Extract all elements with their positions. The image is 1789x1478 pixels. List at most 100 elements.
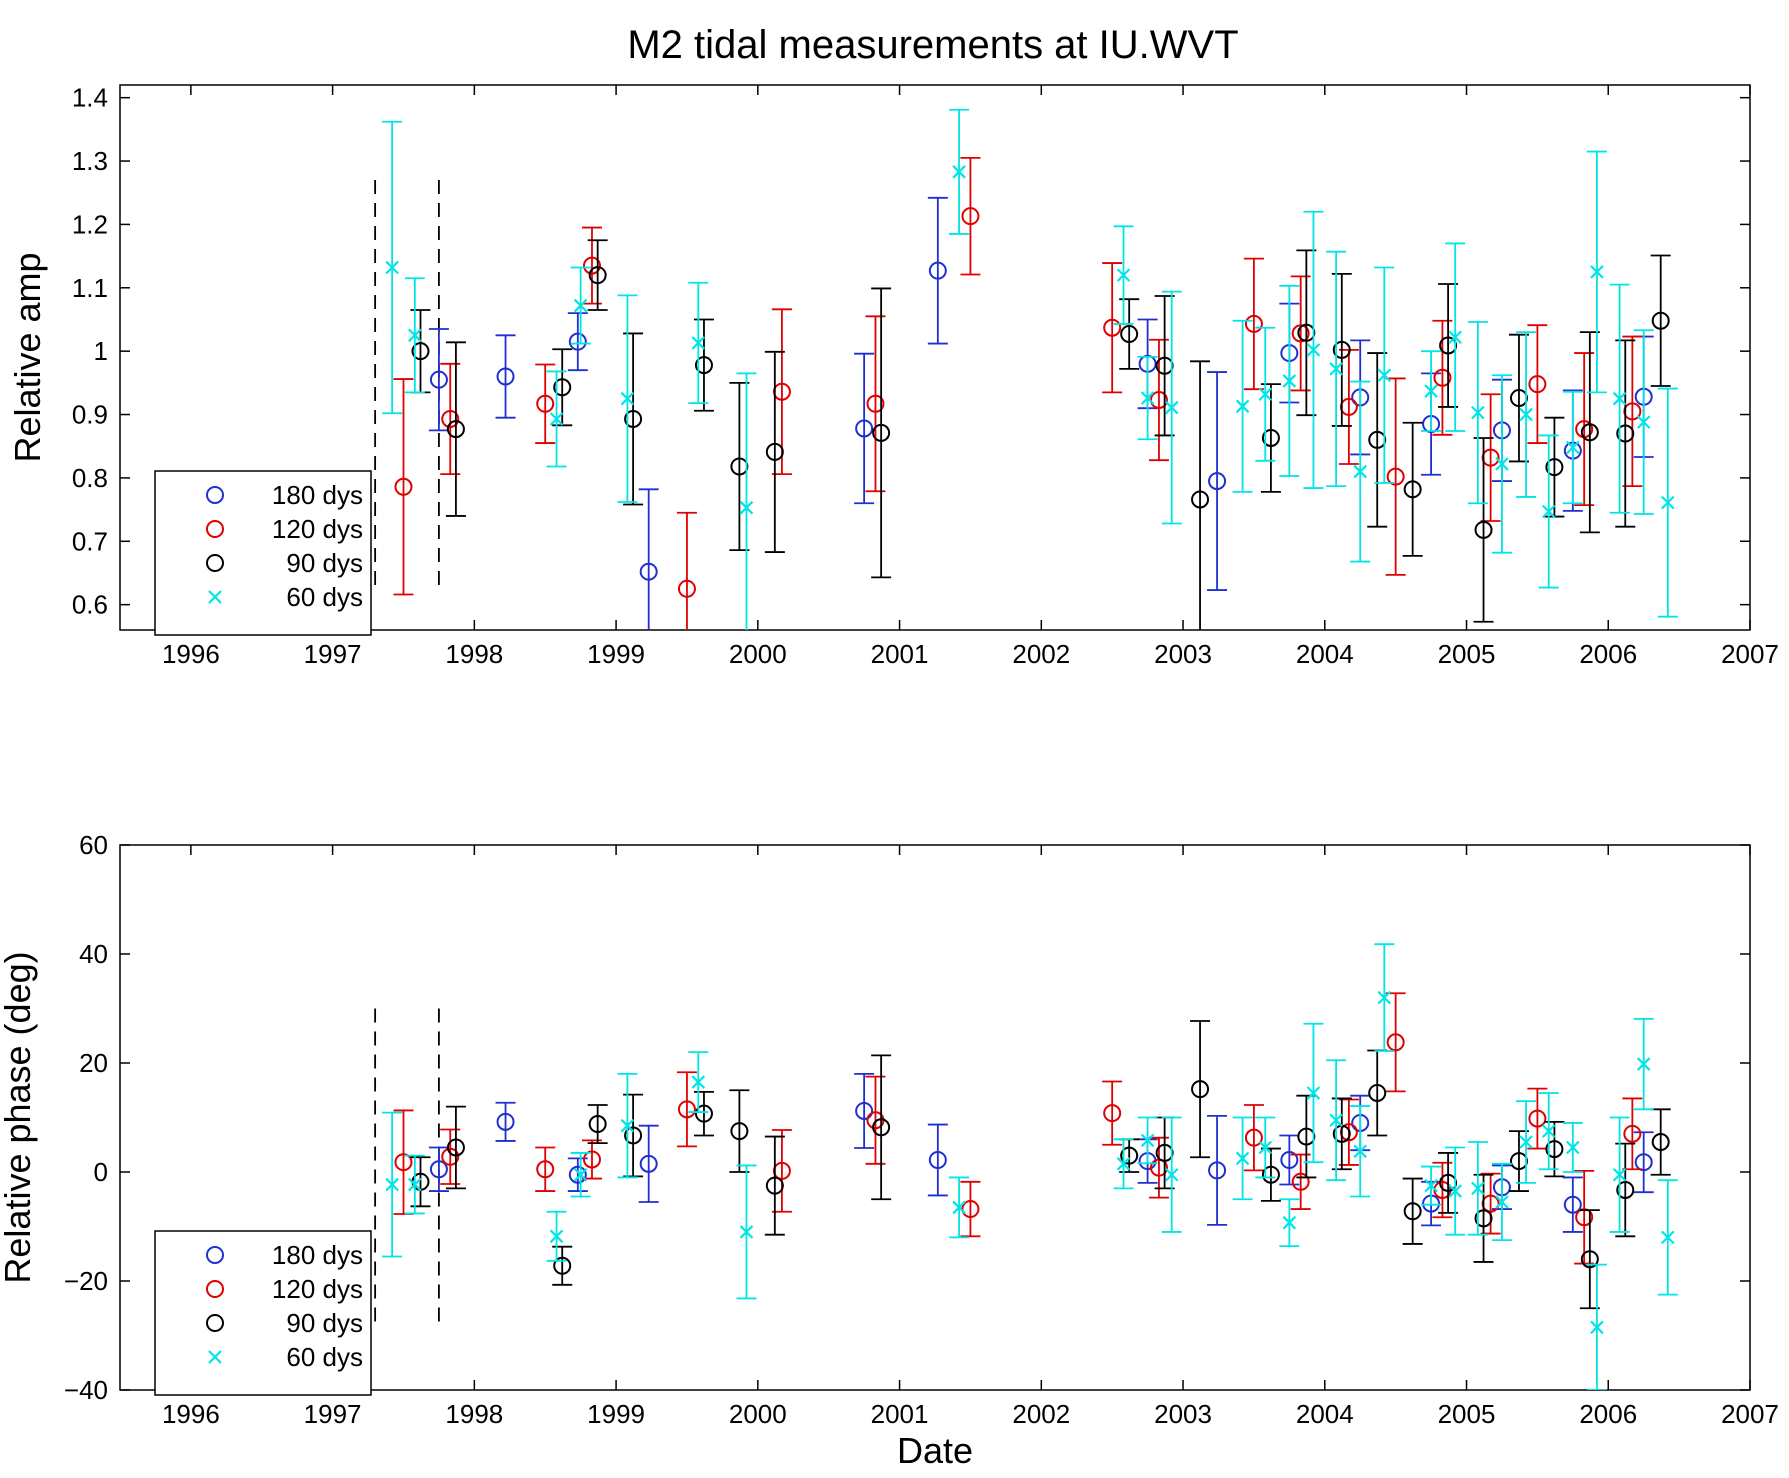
amp-data-point xyxy=(1161,290,1182,525)
amp-data-point xyxy=(1232,319,1253,493)
phase-data-point xyxy=(1609,1116,1630,1233)
amp-x-tick-label: 1997 xyxy=(304,639,362,669)
phase-data-point xyxy=(1421,1165,1442,1206)
amp-legend: 180 dys 120 dys 90 dys 60 dys xyxy=(154,470,372,636)
phase-data-point xyxy=(623,1093,644,1178)
phase-axes-frame xyxy=(119,844,1751,1391)
amp-data-point xyxy=(1137,355,1158,441)
amp-data-point xyxy=(1350,380,1371,563)
phase-data-point xyxy=(1385,992,1406,1093)
phase-data-point xyxy=(1102,1080,1123,1146)
phase-data-point xyxy=(1562,1122,1583,1173)
phase-x-tick-label: 2001 xyxy=(871,1399,929,1429)
phase-data-point xyxy=(729,1089,750,1173)
phase-x-tick-label: 1998 xyxy=(445,1399,503,1429)
phase-data-point xyxy=(949,1176,970,1239)
amp-data-point xyxy=(927,196,948,345)
phase-data-point xyxy=(865,1075,886,1165)
phase-data-point xyxy=(1232,1116,1253,1201)
amp-data-point xyxy=(1445,242,1466,432)
amp-data-point xyxy=(495,334,516,419)
amp-data-point xyxy=(865,315,886,493)
phase-data-point xyxy=(1615,1142,1636,1238)
amp-y-tick-label: 1.3 xyxy=(72,146,108,176)
phase-data-point xyxy=(1473,1173,1494,1263)
amp-legend-label: 90 dys xyxy=(286,548,363,578)
phase-data-point xyxy=(1279,1198,1300,1248)
amp-data-point xyxy=(428,328,449,432)
legend-marker-circle xyxy=(206,486,224,504)
phase-x-tick-label: 2004 xyxy=(1296,1399,1354,1429)
amp-x-tick-label: 2007 xyxy=(1721,639,1779,669)
phase-x-tick-label: 2000 xyxy=(729,1399,787,1429)
phase-y-tick-label: 40 xyxy=(79,939,108,969)
phase-data-point xyxy=(1538,1092,1559,1171)
phase-data-point xyxy=(1260,1147,1281,1202)
phase-y-tick-label: 0 xyxy=(94,1157,108,1187)
phase-data-point xyxy=(1350,1105,1371,1198)
amp-data-point xyxy=(764,350,785,553)
amp-y-tick-label: 1 xyxy=(94,336,108,366)
amp-data-point xyxy=(676,511,697,630)
phase-data-point xyxy=(1544,1120,1565,1178)
phase-x-tick-label: 2005 xyxy=(1438,1399,1496,1429)
phase-data-point xyxy=(1331,1097,1352,1171)
amp-data-point xyxy=(404,277,425,394)
amp-data-point xyxy=(1609,283,1630,514)
amp-x-tick-label: 2000 xyxy=(729,639,787,669)
phase-data-point xyxy=(1574,1170,1595,1265)
phase-x-tick-label: 1999 xyxy=(587,1399,645,1429)
x-axis-label: Date xyxy=(897,1430,973,1471)
amp-data-point xyxy=(552,348,573,427)
phase-legend-box xyxy=(154,1230,372,1396)
phase-data-point xyxy=(1279,1134,1300,1186)
amp-data-point xyxy=(1385,377,1406,576)
amp-data-point xyxy=(1290,275,1311,392)
amp-data-point xyxy=(1574,352,1595,507)
phase-data-point xyxy=(1207,1114,1228,1226)
phase-y-axis-label: Relative phase (deg) xyxy=(0,951,38,1283)
phase-data-point xyxy=(546,1210,567,1262)
amp-data-point xyxy=(1527,324,1548,444)
phase-data-point xyxy=(1190,1020,1211,1159)
amp-data-point xyxy=(1650,254,1671,387)
amp-legend-entry: 90 dys xyxy=(206,548,363,578)
amp-y-tick-label: 0.8 xyxy=(72,463,108,493)
phase-data-point xyxy=(1374,943,1395,1052)
legend-marker-circle xyxy=(206,1280,224,1298)
amp-data-point xyxy=(1279,284,1300,477)
amp-data-point xyxy=(1119,298,1140,370)
amp-axes-frame xyxy=(119,84,1751,631)
amp-data-point xyxy=(567,312,588,372)
amp-data-point xyxy=(736,372,757,630)
phase-data-point xyxy=(1650,1108,1671,1176)
phase-data-point xyxy=(1255,1116,1276,1179)
legend-marker-circle xyxy=(206,520,224,538)
amp-y-tick-label: 1.4 xyxy=(72,83,108,113)
phase-data-point xyxy=(1491,1162,1512,1242)
legend-marker-circle xyxy=(206,1246,224,1264)
phase-data-point xyxy=(871,1054,892,1201)
amp-data-point xyxy=(587,239,608,311)
phase-data-point xyxy=(1445,1146,1466,1236)
amp-data-point xyxy=(445,341,466,517)
amp-data-point xyxy=(638,488,659,630)
phase-data-point xyxy=(764,1135,785,1236)
legend-marker-circle xyxy=(206,554,224,572)
amp-x-tick-label: 1998 xyxy=(445,639,503,669)
phase-legend-label: 60 dys xyxy=(286,1342,363,1372)
amp-data-point xyxy=(1190,360,1211,630)
amp-series-180-dys xyxy=(428,196,1654,630)
amp-series-90-dys xyxy=(410,239,1671,630)
amp-data-point xyxy=(1615,339,1636,528)
phase-data-point xyxy=(638,1124,659,1203)
phase-series-60-dys xyxy=(382,943,1678,1390)
phase-data-point xyxy=(1161,1116,1182,1233)
amp-x-tick-label: 2005 xyxy=(1438,639,1496,669)
amp-data-point xyxy=(1260,383,1281,493)
phase-data-point xyxy=(1243,1104,1264,1172)
amp-data-point xyxy=(546,370,567,468)
amp-data-point xyxy=(1326,250,1347,488)
amp-data-point xyxy=(581,226,602,305)
phase-y-tick-label: 60 xyxy=(79,830,108,860)
